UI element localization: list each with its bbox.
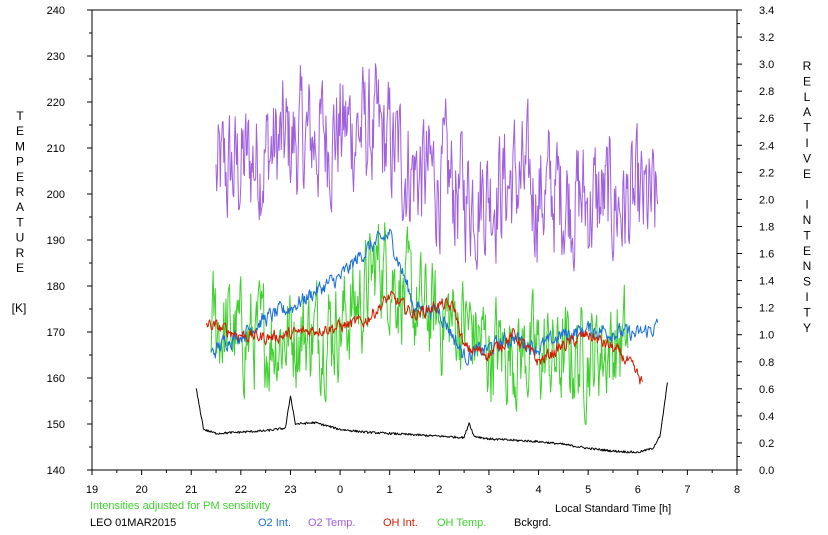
- left-label-letter: A: [16, 200, 24, 214]
- left-label-letter: M: [15, 139, 25, 153]
- right-label-letter: E: [803, 167, 811, 181]
- left-tick-label: 180: [47, 281, 65, 293]
- right-label-letter: T: [803, 228, 811, 242]
- right-tick-label: 1.4: [759, 276, 774, 288]
- x-tick-label: 19: [86, 484, 98, 496]
- left-axis: 140 150 160 170 180 190 200 210 220 230 240: [47, 5, 92, 477]
- x-axis: 19 20 21 22 23 0 1 2 3 4 5 6 7 8: [86, 470, 740, 496]
- x-tick-label: 7: [684, 484, 690, 496]
- right-tick-label: 0.6: [759, 384, 774, 396]
- station-label: LEO 01MAR2015: [90, 517, 176, 529]
- right-tick-label: 1.0: [759, 330, 774, 342]
- left-label-letter: R: [16, 246, 25, 260]
- left-tick-label: 240: [47, 5, 65, 17]
- left-label-letter: T: [16, 215, 24, 229]
- right-label-letter: A: [803, 105, 811, 119]
- right-label-letter: T: [803, 121, 811, 135]
- x-tick-label: 1: [387, 484, 393, 496]
- left-tick-label: 220: [47, 97, 65, 109]
- left-axis-unit: [K]: [12, 301, 27, 315]
- series-bckgrd-line: [195, 382, 668, 454]
- right-tick-label: 0.8: [759, 357, 774, 369]
- left-tick-label: 200: [47, 189, 65, 201]
- right-label-letter: N: [803, 213, 812, 227]
- x-tick-label: 2: [436, 484, 442, 496]
- x-tick-label: 0: [337, 484, 343, 496]
- left-tick-label: 140: [47, 465, 65, 477]
- left-tick-label: 190: [47, 235, 65, 247]
- right-tick-label: 2.2: [759, 167, 774, 179]
- right-tick-label: 3.4: [759, 5, 774, 17]
- right-tick-label: 3.0: [759, 59, 774, 71]
- x-tick-label: 5: [585, 484, 591, 496]
- right-label-letter: I: [805, 198, 808, 212]
- x-tick-label: 20: [135, 484, 147, 496]
- right-tick-label: 0.0: [759, 465, 774, 477]
- right-tick-label: 2.6: [759, 113, 774, 125]
- right-label-letter: N: [803, 259, 812, 273]
- left-tick-label: 170: [47, 327, 65, 339]
- legend-oh-temp: OH Temp.: [437, 517, 486, 529]
- x-tick-label: 6: [635, 484, 641, 496]
- right-tick-label: 2.4: [759, 140, 774, 152]
- left-label-letter: R: [16, 185, 25, 199]
- right-tick-label: 0.4: [759, 411, 774, 423]
- left-label-letter: E: [16, 261, 24, 275]
- series-o2temp-line: [215, 63, 659, 272]
- right-label-letter: I: [805, 290, 808, 304]
- series-layer: [195, 63, 668, 454]
- right-label-letter: S: [803, 275, 811, 289]
- left-label-letter: E: [16, 124, 24, 138]
- right-tick-label: 2.0: [759, 194, 774, 206]
- right-tick-label: 3.2: [759, 32, 774, 44]
- left-label-letter: U: [16, 231, 25, 245]
- sensitivity-note: Intensities adjusted for PM sensitivity: [90, 500, 271, 512]
- right-tick-label: 1.6: [759, 249, 774, 261]
- x-tick-label: 23: [284, 484, 296, 496]
- series-ohint-line: [205, 290, 644, 385]
- x-tick-label: 22: [235, 484, 247, 496]
- left-label-letter: E: [16, 170, 24, 184]
- right-label-letter: V: [803, 151, 811, 165]
- legend-bckgrd: Bckgrd.: [514, 517, 551, 529]
- right-label-letter: I: [805, 136, 808, 150]
- plot-frame: [91, 9, 738, 471]
- left-tick-label: 230: [47, 51, 65, 63]
- right-label-letter: E: [803, 74, 811, 88]
- x-tick-label: 4: [535, 484, 541, 496]
- right-label-letter: L: [804, 90, 811, 104]
- right-label-letter: R: [803, 59, 812, 73]
- left-tick-label: 210: [47, 143, 65, 155]
- right-label-letter: E: [803, 244, 811, 258]
- right-tick-label: 1.8: [759, 221, 774, 233]
- right-tick-label: 2.8: [759, 86, 774, 98]
- x-tick-label: 3: [486, 484, 492, 496]
- legend-oh-int: OH Int.: [383, 517, 418, 529]
- left-label-letter: P: [16, 155, 24, 169]
- right-label-letter: T: [803, 305, 811, 319]
- x-tick-label: 8: [734, 484, 740, 496]
- x-axis-label: Local Standard Time [h]: [555, 503, 671, 515]
- right-tick-label: 0.2: [759, 438, 774, 450]
- right-axis: 0.0 0.2 0.4 0.6 0.8 1.0 1.2 1.4 1.6 1.8 2.0 2.2 2.4 2…: [737, 5, 774, 477]
- series-ohtemp-line: [210, 222, 629, 425]
- legend-o2-temp: O2 Temp.: [308, 517, 356, 529]
- right-label-letter: Y: [803, 321, 811, 335]
- left-tick-label: 150: [47, 419, 65, 431]
- x-tick-label: 21: [185, 484, 197, 496]
- legend-o2-int: O2 Int.: [258, 517, 291, 529]
- left-label-letter: T: [16, 109, 24, 123]
- left-tick-label: 160: [47, 373, 65, 385]
- right-tick-label: 1.2: [759, 303, 774, 315]
